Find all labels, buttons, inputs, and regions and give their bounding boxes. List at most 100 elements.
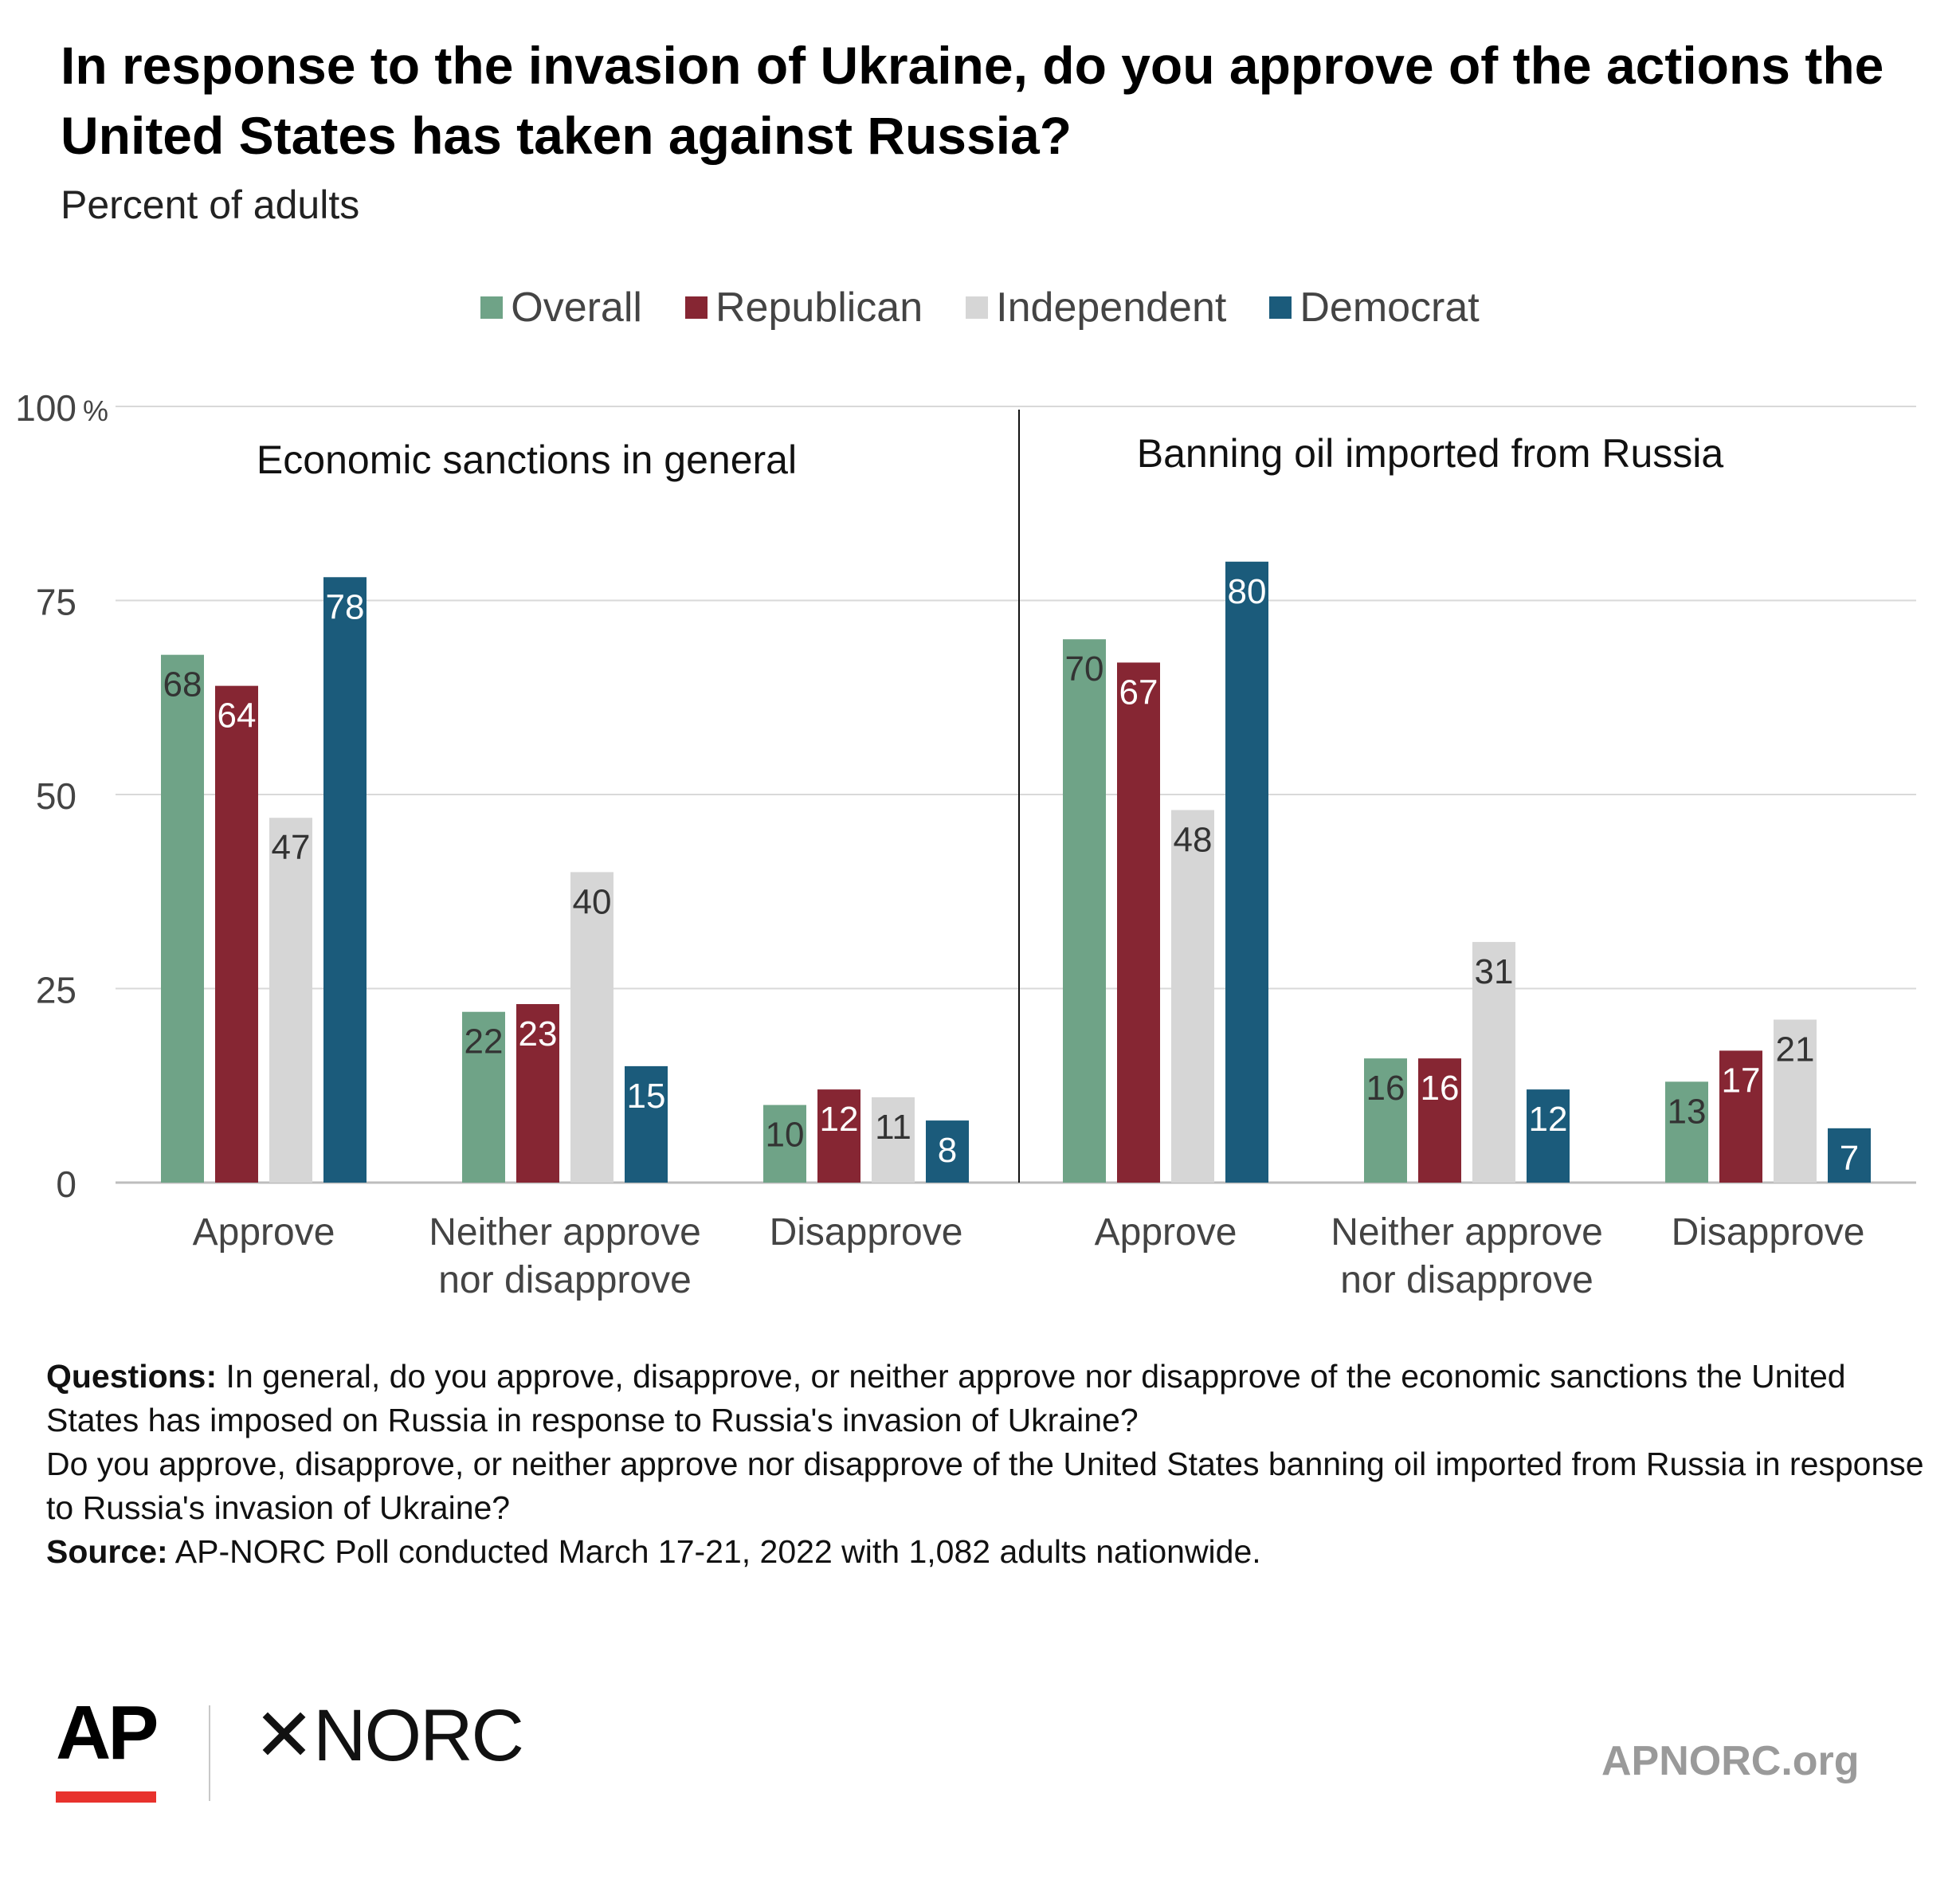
legend-item-independent: Independent	[966, 284, 1226, 332]
bar	[1418, 1058, 1461, 1183]
chart-subtitle: Percent of adults	[61, 182, 360, 227]
data-label: 10	[766, 1116, 805, 1155]
panel-title: Banning oil imported from Russia	[1137, 431, 1724, 476]
bar	[625, 1065, 668, 1183]
bar-chart: 0 25 50 75 100 % Economic sanctions in general…	[15, 387, 1916, 1301]
x-tick-label-line: nor disapprove	[1340, 1259, 1593, 1301]
y-unit-label: %	[83, 394, 108, 427]
bar	[1364, 1058, 1407, 1183]
source: Source: AP-NORC Poll conducted March 17-…	[46, 1530, 1942, 1574]
data-label: 12	[1529, 1100, 1568, 1139]
legend: Overall Republican Independent Democrat	[0, 284, 1960, 332]
ap-logo: AP	[56, 1690, 159, 1775]
x-tick-label: Disapprove	[1672, 1211, 1865, 1254]
legend-label-overall: Overall	[511, 284, 642, 331]
data-label: 80	[1228, 572, 1267, 611]
x-tick-label: Neither approve nor disapprove	[1331, 1211, 1603, 1301]
data-label: 17	[1722, 1061, 1761, 1100]
data-label: 16	[1366, 1069, 1405, 1108]
y-tick-label: 75	[36, 582, 76, 623]
logo-divider	[209, 1705, 210, 1801]
bar	[763, 1105, 806, 1183]
x-tick-label: Neither approve nor disapprove	[429, 1211, 701, 1301]
bar	[1527, 1089, 1570, 1183]
y-tick-label: 50	[36, 775, 76, 817]
legend-label-democrat: Democrat	[1299, 284, 1480, 331]
bar	[1171, 810, 1214, 1183]
legend-swatch-democrat	[1269, 296, 1292, 319]
x-tick-label-line: Neither approve	[1331, 1211, 1603, 1254]
chart-title: In response to the invasion of Ukraine, …	[61, 36, 1884, 165]
y-tick-label: 25	[36, 970, 76, 1011]
bar	[323, 577, 367, 1183]
legend-label-republican: Republican	[715, 284, 923, 331]
x-tick-label-line: Approve	[193, 1211, 335, 1254]
norc-star-icon: ✕	[253, 1695, 315, 1776]
x-tick-label-line: nor disapprove	[438, 1259, 692, 1301]
bar	[516, 1003, 559, 1183]
data-label: 8	[938, 1131, 957, 1170]
y-tick-label: 100	[15, 387, 76, 429]
data-label: 23	[519, 1014, 558, 1054]
y-tick-label: 0	[56, 1163, 76, 1205]
legend-swatch-overall	[480, 296, 504, 319]
bar	[269, 818, 312, 1183]
bar	[1472, 942, 1515, 1183]
question-1: Questions: In general, do you approve, d…	[46, 1355, 1942, 1442]
bar	[570, 872, 613, 1183]
x-tick-label-line: Disapprove	[770, 1211, 963, 1254]
data-label: 64	[218, 696, 257, 736]
bar	[1063, 639, 1106, 1183]
notes: Questions: In general, do you approve, d…	[46, 1355, 1942, 1574]
bar	[161, 654, 204, 1183]
data-label: 68	[163, 665, 202, 704]
bar	[1774, 1019, 1817, 1183]
bar	[1665, 1081, 1708, 1183]
legend-item-overall: Overall	[480, 284, 642, 332]
data-label: 47	[272, 828, 311, 867]
bar	[817, 1089, 860, 1183]
bar	[215, 685, 258, 1183]
bar	[1225, 561, 1268, 1183]
panel-title: Economic sanctions in general	[257, 437, 797, 482]
question-1-text: In general, do you approve, disapprove, …	[46, 1358, 1846, 1438]
data-label: 48	[1174, 820, 1213, 859]
x-tick-label: Approve	[1095, 1211, 1237, 1254]
x-tick-label: Disapprove	[770, 1211, 963, 1254]
site-url: APNORC.org	[1601, 1738, 1860, 1784]
bar	[926, 1120, 969, 1183]
data-label: 12	[820, 1100, 859, 1139]
data-label: 11	[875, 1108, 911, 1147]
source-text: AP-NORC Poll conducted March 17-21, 2022…	[174, 1533, 1261, 1570]
question-2: Do you approve, disapprove, or neither a…	[46, 1446, 1924, 1526]
bar	[462, 1011, 505, 1183]
legend-item-democrat: Democrat	[1269, 284, 1480, 332]
x-tick-label-line: Disapprove	[1672, 1211, 1865, 1254]
legend-label-independent: Independent	[996, 284, 1227, 331]
data-label: 22	[465, 1022, 504, 1061]
ap-logo-bar	[56, 1791, 156, 1803]
data-label: 13	[1668, 1092, 1707, 1131]
bar	[1828, 1128, 1871, 1183]
x-tick-label: Approve	[193, 1211, 335, 1254]
data-label: 70	[1065, 649, 1104, 689]
bar	[1719, 1050, 1762, 1183]
data-label: 40	[573, 882, 612, 921]
norc-logo-text: NORC	[313, 1695, 524, 1776]
source-label: Source:	[46, 1533, 168, 1570]
data-label: 67	[1119, 673, 1158, 712]
x-tick-label-line: Approve	[1095, 1211, 1237, 1254]
bar	[1117, 662, 1160, 1183]
legend-swatch-independent	[966, 296, 989, 319]
questions-label: Questions:	[46, 1358, 218, 1395]
data-label: 21	[1776, 1030, 1815, 1069]
data-label: 78	[326, 587, 365, 626]
data-label: 7	[1840, 1139, 1859, 1178]
bar	[872, 1097, 915, 1183]
x-tick-label-line: Neither approve	[429, 1211, 701, 1254]
data-label: 31	[1475, 952, 1514, 991]
norc-logo: ✕NORC	[253, 1693, 524, 1778]
legend-swatch-republican	[684, 296, 708, 319]
legend-item-republican: Republican	[684, 284, 923, 332]
data-label: 16	[1421, 1069, 1460, 1108]
